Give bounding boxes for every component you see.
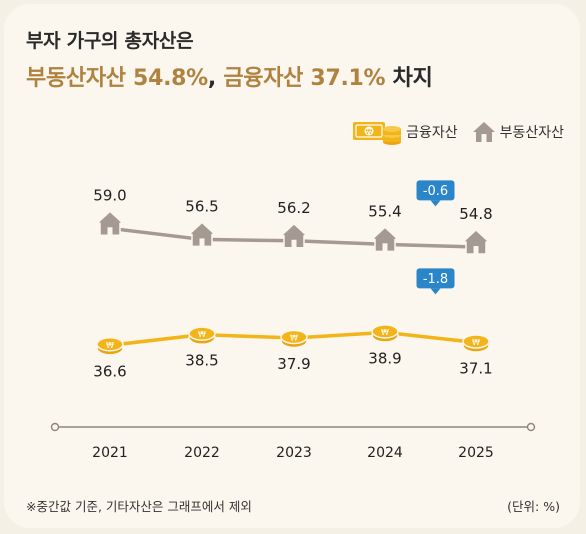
data-label-financial: 38.5 <box>185 352 218 370</box>
data-label-financial: 37.1 <box>459 359 492 377</box>
svg-text:₩: ₩ <box>106 341 114 350</box>
x-tick-label: 2022 <box>184 445 220 461</box>
change-badge: -1.8 <box>416 268 455 295</box>
subtitle-separator: , <box>207 66 224 91</box>
house-marker <box>280 223 308 249</box>
legend-item-financial: ₩ 금융자산 <box>352 118 458 146</box>
change-badge: -0.6 <box>416 180 455 207</box>
coin-money-icon: ₩ <box>353 122 402 145</box>
change-badge-text: -1.8 <box>423 272 448 287</box>
svg-text:₩: ₩ <box>290 334 298 343</box>
house-marker <box>188 221 216 248</box>
legend-item-real-estate: 부동산자산 <box>472 120 564 144</box>
footnote: ※중간값 기준, 기타자산은 그래프에서 제외 <box>26 499 252 514</box>
svg-text:₩: ₩ <box>472 338 480 347</box>
x-axis-end-cap <box>526 422 536 432</box>
legend-real-estate-label: 부동산자산 <box>499 125 564 141</box>
data-label-financial: 37.9 <box>277 355 310 373</box>
chart-title: 부자 가구의 총자산은 <box>26 30 194 52</box>
data-label-financial: 38.9 <box>368 349 401 367</box>
data-label-financial: 36.6 <box>93 362 126 380</box>
x-tick-label: 2021 <box>92 445 128 461</box>
x-axis-start-cap <box>50 422 60 432</box>
subtitle-real-estate: 부동산자산 54.8% <box>26 66 208 91</box>
subtitle-suffix: 차지 <box>385 66 433 91</box>
house-marker <box>371 226 399 253</box>
coin-marker: ₩ <box>188 326 216 345</box>
x-tick-label: 2024 <box>367 445 403 461</box>
data-label-real-estate: 54.8 <box>459 205 492 223</box>
x-tick-label: 2023 <box>276 445 312 461</box>
data-label-real-estate: 59.0 <box>93 186 126 204</box>
svg-text:₩: ₩ <box>366 128 373 136</box>
chart-card <box>4 4 580 528</box>
legend: ₩ 금융자산 부동산자산 <box>352 118 564 146</box>
house-marker <box>96 210 124 237</box>
subtitle-financial: 금융자산 37.1% <box>223 66 386 91</box>
coin-marker: ₩ <box>371 324 399 343</box>
data-label-real-estate: 56.5 <box>185 197 218 215</box>
coin-marker: ₩ <box>462 334 490 353</box>
data-label-real-estate: 55.4 <box>368 202 401 220</box>
house-icon <box>472 122 495 142</box>
chart-subtitle: 부동산자산 54.8%, 금융자산 37.1% 차지 <box>26 60 433 92</box>
data-label-real-estate: 56.2 <box>277 199 310 217</box>
legend-financial-label: 금융자산 <box>406 125 458 141</box>
coin-marker: ₩ <box>96 337 124 356</box>
coin-marker: ₩ <box>280 329 308 349</box>
svg-text:₩: ₩ <box>381 328 389 337</box>
change-badge-text: -0.6 <box>423 184 448 199</box>
unit-label: (단위: %) <box>507 499 560 514</box>
svg-text:₩: ₩ <box>198 330 206 339</box>
house-marker <box>462 229 490 255</box>
x-tick-label: 2025 <box>458 445 494 461</box>
